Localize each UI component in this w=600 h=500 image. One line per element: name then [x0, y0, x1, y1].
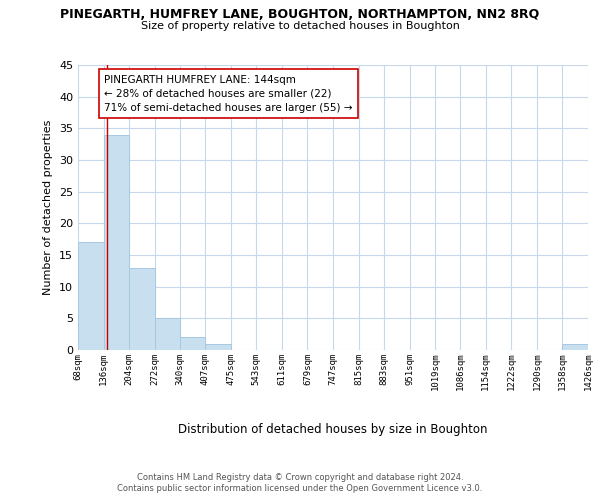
- Bar: [104, 134, 129, 350]
- Bar: [155, 318, 180, 350]
- Text: Distribution of detached houses by size in Boughton: Distribution of detached houses by size …: [178, 422, 488, 436]
- Bar: [129, 268, 155, 350]
- Text: Contains public sector information licensed under the Open Government Licence v3: Contains public sector information licen…: [118, 484, 482, 493]
- Text: PINEGARTH, HUMFREY LANE, BOUGHTON, NORTHAMPTON, NN2 8RQ: PINEGARTH, HUMFREY LANE, BOUGHTON, NORTH…: [61, 8, 539, 20]
- Bar: [78, 242, 104, 350]
- Text: PINEGARTH HUMFREY LANE: 144sqm
← 28% of detached houses are smaller (22)
71% of : PINEGARTH HUMFREY LANE: 144sqm ← 28% of …: [104, 74, 352, 112]
- Bar: [180, 338, 205, 350]
- Text: Size of property relative to detached houses in Boughton: Size of property relative to detached ho…: [140, 21, 460, 31]
- Y-axis label: Number of detached properties: Number of detached properties: [43, 120, 53, 295]
- Bar: [205, 344, 231, 350]
- Text: Contains HM Land Registry data © Crown copyright and database right 2024.: Contains HM Land Registry data © Crown c…: [137, 472, 463, 482]
- Bar: [562, 344, 588, 350]
